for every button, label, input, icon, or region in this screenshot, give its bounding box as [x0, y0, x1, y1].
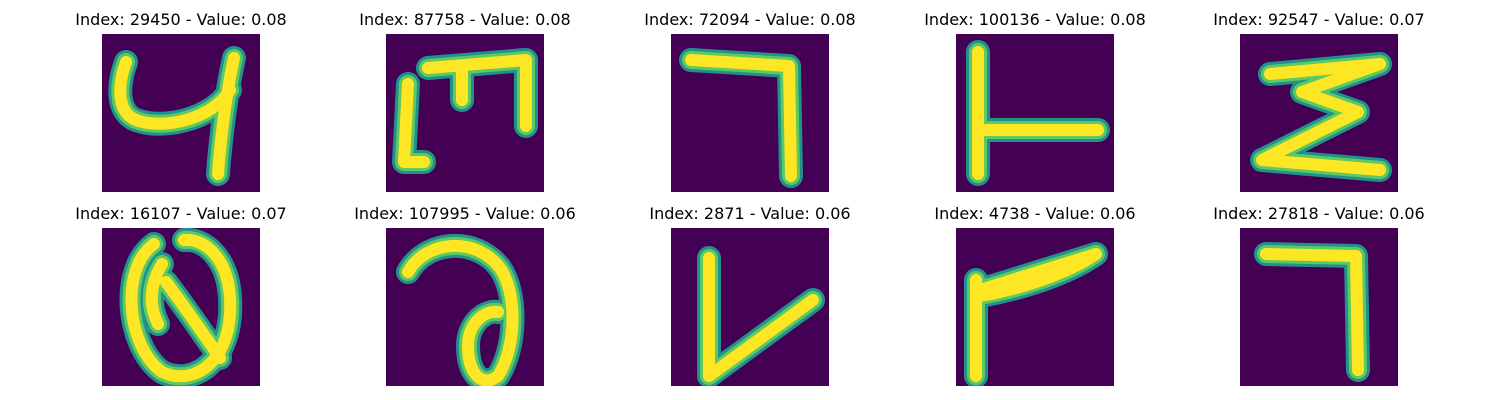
- panel-title: Index: 100136 - Value: 0.08: [924, 10, 1146, 29]
- glyph-stroke: [1254, 242, 1370, 382]
- panel-title: Index: 2871 - Value: 0.06: [649, 204, 851, 223]
- glyph-stroke: [682, 51, 800, 185]
- digit-image: [102, 34, 260, 192]
- panel-title: Index: 72094 - Value: 0.08: [644, 10, 856, 29]
- panel-title: Index: 29450 - Value: 0.08: [75, 10, 287, 29]
- glyph-stroke: [970, 248, 1102, 382]
- image-panel: Index: 107995 - Value: 0.06: [330, 204, 600, 386]
- panel-title: Index: 27818 - Value: 0.06: [1213, 204, 1425, 223]
- image-panel: Index: 16107 - Value: 0.07: [46, 204, 316, 386]
- digit-image: [102, 228, 260, 386]
- image-panel: Index: 4738 - Value: 0.06: [900, 204, 1170, 386]
- glyph-stroke: [398, 54, 532, 168]
- digit-image: [1240, 34, 1398, 192]
- panel-title: Index: 107995 - Value: 0.06: [354, 204, 576, 223]
- panel-title: Index: 87758 - Value: 0.08: [359, 10, 571, 29]
- panel-title: Index: 4738 - Value: 0.06: [934, 204, 1136, 223]
- image-panel: Index: 72094 - Value: 0.08: [615, 10, 885, 192]
- glyph-stroke: [402, 240, 519, 386]
- image-panel: Index: 100136 - Value: 0.08: [900, 10, 1170, 192]
- digit-image: [671, 34, 829, 192]
- glyph-stroke: [966, 40, 1110, 186]
- digit-image: [1240, 228, 1398, 386]
- digit-image: [386, 228, 544, 386]
- glyph-stroke: [969, 43, 1107, 183]
- image-panel: Index: 2871 - Value: 0.06: [615, 204, 885, 386]
- glyph-stroke: [972, 46, 1104, 180]
- panel-title: Index: 92547 - Value: 0.07: [1213, 10, 1425, 29]
- glyph-stroke: [685, 54, 797, 182]
- glyph-stroke: [125, 233, 237, 383]
- glyph-stroke: [703, 252, 819, 382]
- digit-image: [956, 34, 1114, 192]
- image-panel: Index: 29450 - Value: 0.08: [46, 10, 316, 192]
- glyph-stroke: [1257, 245, 1367, 379]
- digit-image: [671, 228, 829, 386]
- panel-title: Index: 16107 - Value: 0.07: [75, 204, 287, 223]
- image-panel: Index: 92547 - Value: 0.07: [1184, 10, 1454, 192]
- digit-image: [956, 228, 1114, 386]
- image-panel: Index: 27818 - Value: 0.06: [1184, 204, 1454, 386]
- glyph-stroke: [679, 48, 803, 188]
- glyph-stroke: [114, 52, 240, 180]
- glyph-stroke: [1256, 58, 1386, 176]
- digit-image: [386, 34, 544, 192]
- glyph-stroke: [1260, 248, 1364, 376]
- image-panel: Index: 87758 - Value: 0.08: [330, 10, 600, 192]
